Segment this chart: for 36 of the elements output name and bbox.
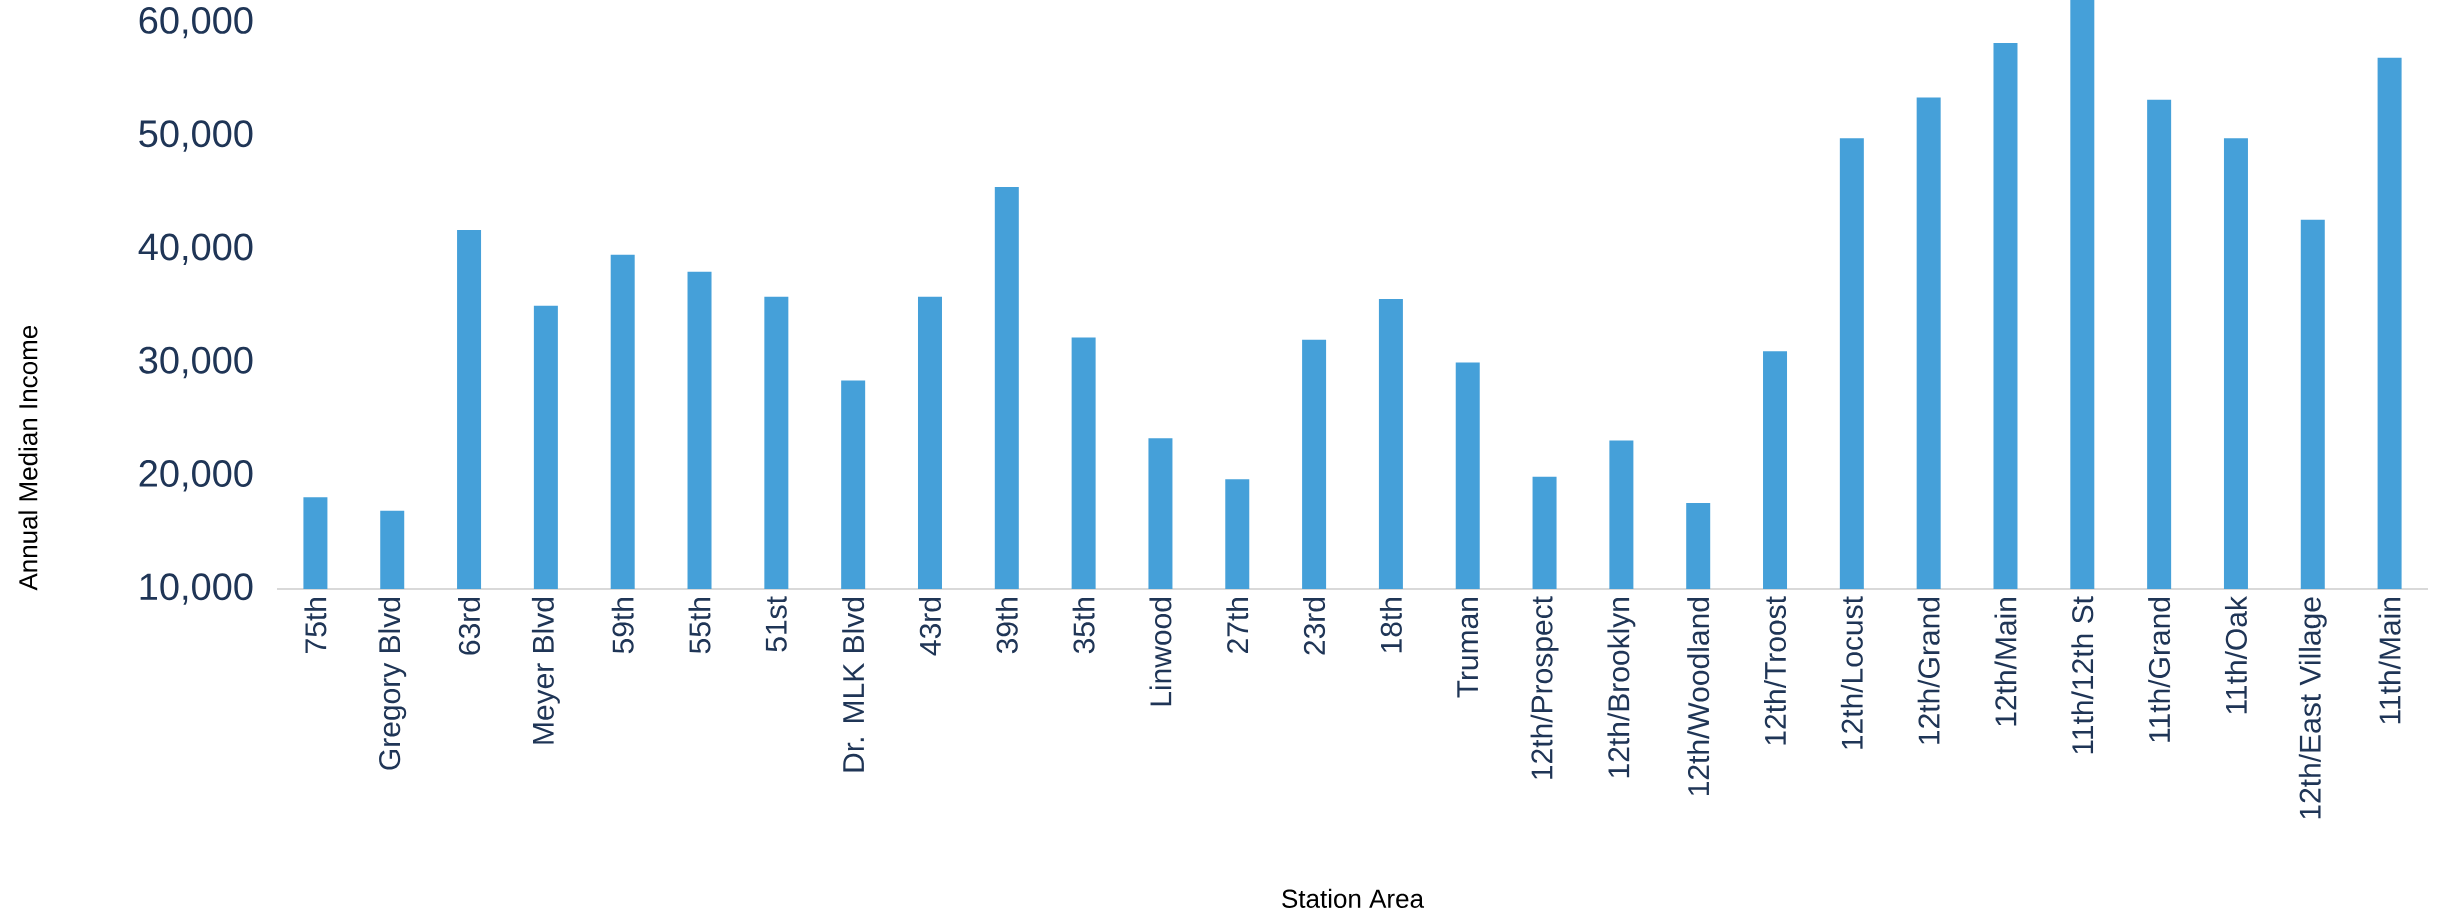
x-tick-label: 27th bbox=[1226, 597, 1249, 653]
x-tick-label: 12th/Grand bbox=[1917, 597, 1940, 744]
x-tick-label: 55th bbox=[688, 597, 711, 654]
x-tick-label: 12th/Troost bbox=[1764, 596, 1787, 745]
x-tick-label: 11th/12th St bbox=[2071, 596, 2094, 754]
x-tick-label: 59th bbox=[611, 597, 634, 654]
x-axis-title: Station Area bbox=[1282, 888, 1425, 908]
x-tick-label: Gregory Blvd bbox=[378, 598, 407, 770]
x-tick-label: 12th/Prospect bbox=[1530, 596, 1559, 779]
x-tick-label: 12th/Brooklyn bbox=[1607, 598, 1636, 778]
x-tick-label: 23rd bbox=[1303, 597, 1326, 655]
x-tick-label: 11th/Main bbox=[2378, 597, 2401, 724]
y-tick-label: 10,000 bbox=[140, 573, 253, 605]
x-tick-label: 35th bbox=[1072, 597, 1095, 654]
y-tick-label: 40,000 bbox=[138, 233, 253, 265]
x-tick-label: Dr. MLK Blvd bbox=[842, 597, 865, 772]
x-tick-label: 12th/Main bbox=[1994, 597, 2017, 726]
y-tick-label: 30,000 bbox=[139, 346, 253, 379]
x-tick-label: 51st bbox=[765, 596, 787, 652]
x-tick-label: 75th bbox=[304, 597, 327, 653]
y-axis-title: Annual Median Income bbox=[18, 325, 38, 591]
y-tick-label: 50,000 bbox=[139, 120, 253, 152]
x-tick-label: 11th/Grand bbox=[2148, 597, 2171, 742]
x-tick-label: 39th bbox=[995, 597, 1018, 654]
x-tick-label: 18th bbox=[1379, 597, 1402, 653]
x-tick-label: 12th/Locust bbox=[1840, 596, 1863, 749]
x-tick-label: Linwood bbox=[1149, 598, 1172, 706]
x-tick-label: 11th/Oak bbox=[2224, 596, 2247, 714]
x-tick-label: Meyer Blvd bbox=[531, 598, 560, 744]
x-tick-label: 12th/East Village bbox=[2298, 597, 2327, 819]
x-tick-label: 63rd bbox=[458, 597, 481, 655]
x-tick-label: 12th/Woodland bbox=[1687, 598, 1710, 796]
x-tick-label: 43rd bbox=[918, 597, 941, 656]
y-tick-label: 20,000 bbox=[139, 460, 253, 492]
y-tick-label: 60,000 bbox=[139, 6, 253, 39]
x-tick-label: Truman bbox=[1457, 597, 1479, 698]
